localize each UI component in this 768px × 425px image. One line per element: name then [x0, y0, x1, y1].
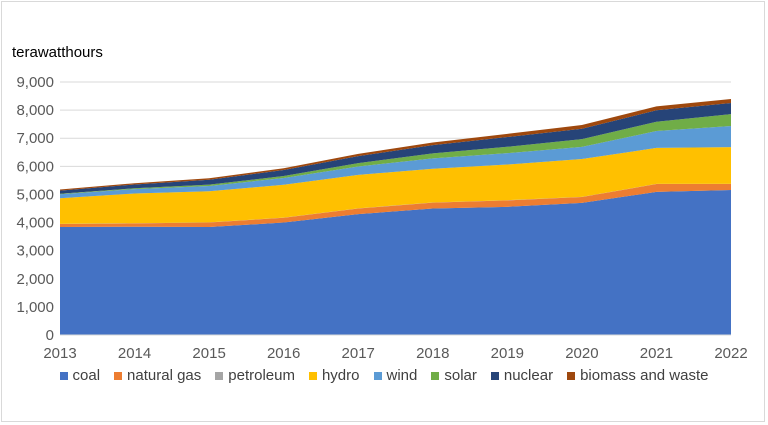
y-tick-label: 0 — [46, 327, 54, 344]
legend-item: hydro — [308, 367, 360, 384]
y-tick-label: 7,000 — [16, 130, 54, 147]
area-natural-gas — [60, 184, 731, 228]
legend-item: wind — [373, 367, 418, 384]
legend-swatch — [567, 371, 576, 380]
x-tick-label: 2018 — [416, 345, 449, 362]
legend-item: biomass and waste — [567, 367, 708, 384]
legend-item: solar — [431, 367, 477, 384]
legend-swatch — [59, 371, 68, 380]
x-tick-label: 2022 — [714, 345, 747, 362]
y-tick-label: 4,000 — [16, 215, 54, 232]
legend-swatch — [431, 371, 440, 380]
area-coal — [60, 189, 731, 335]
legend-swatch — [373, 371, 382, 380]
x-tick-label: 2015 — [192, 345, 225, 362]
x-tick-label: 2021 — [640, 345, 673, 362]
y-tick-label: 1,000 — [16, 299, 54, 316]
legend-swatch — [215, 371, 224, 380]
area-nuclear — [60, 102, 731, 194]
legend-label: wind — [386, 367, 418, 384]
area-solar — [60, 114, 731, 195]
y-axis-unit-label: terawatthours — [12, 44, 103, 61]
x-tick-label: 2019 — [491, 345, 524, 362]
legend-item: nuclear — [490, 367, 554, 384]
x-tick-label: 2016 — [267, 345, 300, 362]
x-tick-label: 2014 — [118, 345, 151, 362]
legend: coal natural gas petroleum hydro wind solar nu… — [0, 367, 768, 384]
y-tick-label: 6,000 — [16, 158, 54, 175]
y-tick-label: 3,000 — [16, 243, 54, 260]
legend-item: natural gas — [114, 367, 201, 384]
area-wind — [60, 125, 731, 199]
y-tick-label: 2,000 — [16, 271, 54, 288]
legend-label: hydro — [321, 367, 360, 384]
area-hydro — [60, 147, 731, 224]
legend-label: nuclear — [503, 367, 554, 384]
x-tick-label: 2017 — [342, 345, 375, 362]
area-biomass-and-waste — [60, 99, 731, 191]
y-tick-label: 8,000 — [16, 102, 54, 119]
legend-swatch — [114, 371, 123, 380]
legend-swatch — [308, 371, 317, 380]
x-tick-label: 2013 — [43, 345, 76, 362]
y-tick-label: 5,000 — [16, 186, 54, 203]
y-tick-label: 9,000 — [16, 74, 54, 91]
legend-label: petroleum — [228, 367, 295, 384]
legend-label: coal — [72, 367, 101, 384]
legend-item: coal — [59, 367, 101, 384]
legend-item: petroleum — [215, 367, 295, 384]
legend-swatch — [490, 371, 499, 380]
x-tick-label: 2020 — [565, 345, 598, 362]
legend-label: natural gas — [127, 367, 202, 384]
legend-label: biomass and waste — [580, 367, 709, 384]
legend-label: solar — [444, 367, 477, 384]
